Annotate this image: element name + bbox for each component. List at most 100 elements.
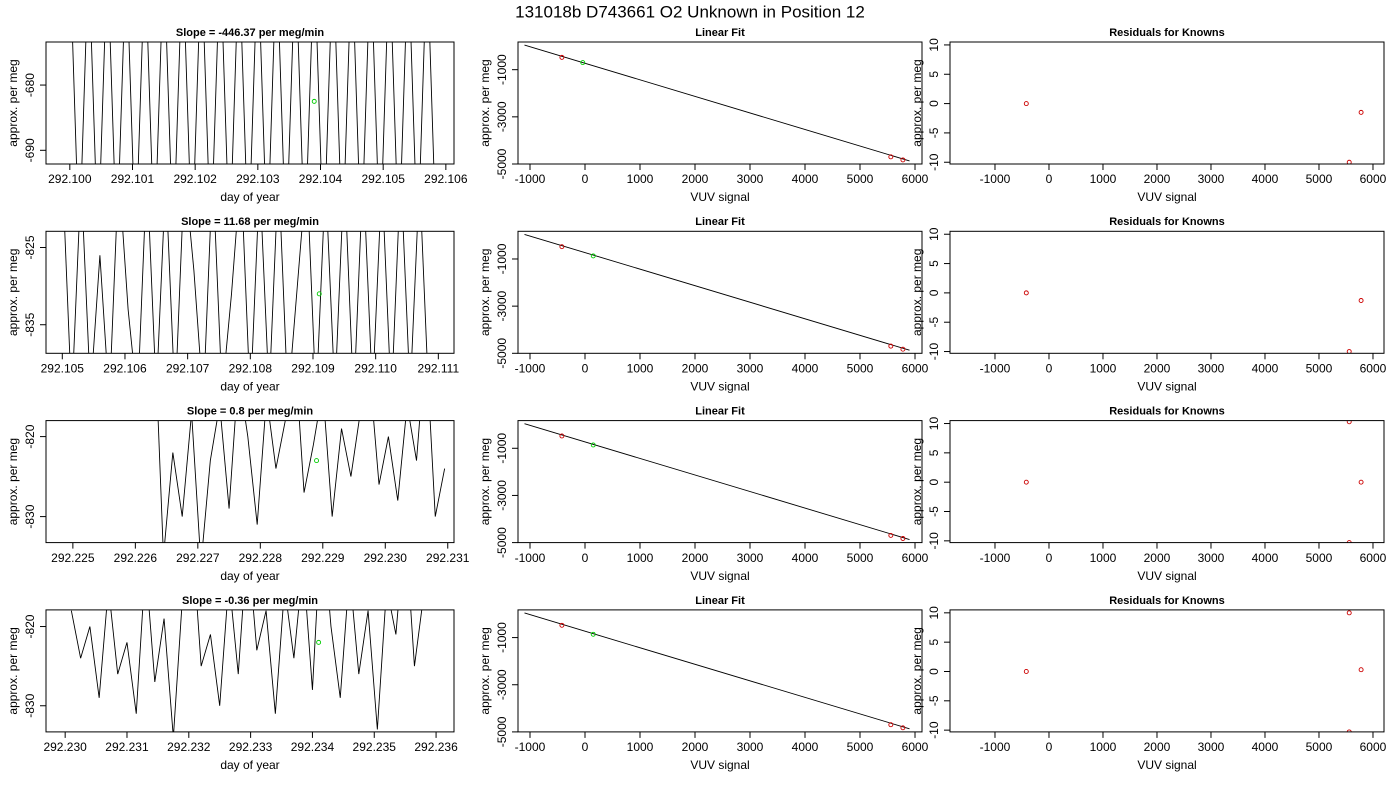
figure-title: 131018b D743661 O2 Unknown in Position 1… bbox=[515, 2, 865, 21]
x-tick-label: 1000 bbox=[1090, 172, 1117, 186]
x-axis-label: VUV signal bbox=[1137, 379, 1196, 393]
plot-area bbox=[524, 44, 910, 163]
y-tick-label: 10 bbox=[927, 606, 941, 620]
x-tick-label: 1000 bbox=[1090, 361, 1117, 375]
y-tick-label: -1000 bbox=[495, 622, 509, 653]
plot-frame bbox=[517, 609, 923, 733]
x-tick-label: -1000 bbox=[515, 172, 546, 186]
data-line bbox=[72, 42, 435, 164]
y-tick-label: -835 bbox=[23, 312, 37, 336]
x-tick-label: 292.100 bbox=[48, 172, 92, 186]
y-tick-label: 0 bbox=[927, 479, 941, 486]
x-tick-label: 1000 bbox=[627, 172, 654, 186]
x-tick-label: 0 bbox=[582, 551, 589, 565]
data-point bbox=[1346, 420, 1352, 425]
x-tick-label: 292.101 bbox=[111, 172, 155, 186]
panel-title: Slope = -0.36 per meg/min bbox=[182, 595, 318, 607]
x-axis-label: day of year bbox=[220, 758, 279, 772]
x-tick-label: 2000 bbox=[682, 361, 709, 375]
plot-area bbox=[64, 231, 428, 354]
x-tick-label: 6000 bbox=[902, 740, 929, 754]
panel: Residuals for Knowns VUV signal approx. pe… bbox=[910, 595, 1386, 772]
x-tick-label: -1000 bbox=[515, 551, 546, 565]
x-tick-label: 3000 bbox=[1198, 551, 1225, 565]
plot-area bbox=[70, 609, 423, 732]
y-tick-label: 5 bbox=[927, 449, 941, 456]
plot-frame bbox=[45, 420, 455, 544]
panel-title: Residuals for Knowns bbox=[1109, 595, 1225, 607]
data-point bbox=[1346, 610, 1352, 616]
y-tick-label: -820 bbox=[23, 424, 37, 448]
plot-area bbox=[157, 420, 446, 543]
x-tick-label: 5000 bbox=[847, 740, 874, 754]
x-tick-label: 6000 bbox=[1360, 551, 1387, 565]
data-point bbox=[559, 622, 565, 628]
x-tick-label: 3000 bbox=[1198, 361, 1225, 375]
y-axis-label: approx. per meg bbox=[6, 249, 20, 336]
y-tick-label: -5 bbox=[927, 506, 941, 517]
panel-title: Linear Fit bbox=[695, 406, 745, 418]
x-axis-label: day of year bbox=[220, 569, 279, 583]
x-tick-label: 2000 bbox=[682, 740, 709, 754]
x-tick-label: 292.229 bbox=[301, 551, 345, 565]
data-point bbox=[1023, 101, 1029, 107]
data-point bbox=[314, 458, 319, 464]
data-point bbox=[888, 722, 894, 728]
panel: Residuals for Knowns VUV signal approx. pe… bbox=[910, 406, 1386, 583]
panel-title: Linear Fit bbox=[695, 216, 745, 228]
y-tick-label: -3000 bbox=[495, 480, 509, 511]
x-tick-label: 292.228 bbox=[239, 551, 283, 565]
y-axis-label: approx. per meg bbox=[6, 59, 20, 146]
x-tick-label: 292.103 bbox=[236, 172, 280, 186]
x-tick-label: 292.104 bbox=[299, 172, 343, 186]
data-point bbox=[311, 98, 317, 104]
data-point bbox=[900, 536, 906, 541]
x-tick-label: 292.225 bbox=[51, 551, 95, 565]
x-tick-label: 2000 bbox=[682, 551, 709, 565]
x-tick-label: 0 bbox=[582, 172, 589, 186]
panel-title: Linear Fit bbox=[695, 27, 745, 39]
x-tick-label: 292.234 bbox=[291, 740, 335, 754]
plot-frame bbox=[45, 230, 455, 354]
data-line bbox=[524, 44, 910, 162]
data-point bbox=[900, 157, 906, 163]
x-tick-label: 5000 bbox=[847, 551, 874, 565]
x-tick-label: 5000 bbox=[1306, 172, 1333, 186]
plot-frame bbox=[949, 230, 1385, 354]
panel: Residuals for Knowns VUV signal approx. pe… bbox=[910, 216, 1386, 393]
y-tick-label: -10 bbox=[927, 343, 941, 361]
panel: Residuals for Knowns VUV signal approx. pe… bbox=[910, 27, 1386, 204]
panel-title: Linear Fit bbox=[695, 595, 745, 607]
data-point bbox=[559, 244, 565, 250]
y-tick-label: 0 bbox=[927, 289, 941, 296]
x-tick-label: 2000 bbox=[1144, 740, 1171, 754]
data-point bbox=[1023, 479, 1029, 485]
x-axis-label: day of year bbox=[220, 379, 279, 393]
y-tick-label: 5 bbox=[927, 71, 941, 78]
y-tick-label: -5000 bbox=[495, 716, 509, 747]
x-tick-label: 292.231 bbox=[426, 551, 470, 565]
data-line bbox=[524, 612, 910, 730]
x-tick-label: 0 bbox=[1046, 361, 1053, 375]
y-tick-label: -3000 bbox=[495, 101, 509, 132]
panel: Slope = 11.68 per meg/min day of year appr… bbox=[6, 216, 459, 393]
panel: Slope = 0.8 per meg/min day of year approx… bbox=[6, 406, 470, 583]
x-axis-label: VUV signal bbox=[1137, 758, 1196, 772]
data-point bbox=[590, 442, 596, 448]
y-tick-label: -690 bbox=[23, 138, 37, 162]
plot-frame bbox=[949, 609, 1385, 733]
y-axis-label: approx. per meg bbox=[6, 438, 20, 525]
plot-frame bbox=[949, 41, 1385, 165]
x-tick-label: 292.235 bbox=[353, 740, 397, 754]
panel-title: Slope = 0.8 per meg/min bbox=[187, 406, 314, 418]
plot-frame bbox=[45, 41, 455, 165]
y-axis-label: approx. per meg bbox=[910, 627, 924, 714]
x-tick-label: 4000 bbox=[792, 740, 819, 754]
x-tick-label: 4000 bbox=[1252, 361, 1279, 375]
x-tick-label: 1000 bbox=[1090, 740, 1117, 754]
x-axis-label: VUV signal bbox=[690, 758, 749, 772]
y-tick-label: 10 bbox=[927, 227, 941, 241]
x-tick-label: 292.227 bbox=[176, 551, 220, 565]
